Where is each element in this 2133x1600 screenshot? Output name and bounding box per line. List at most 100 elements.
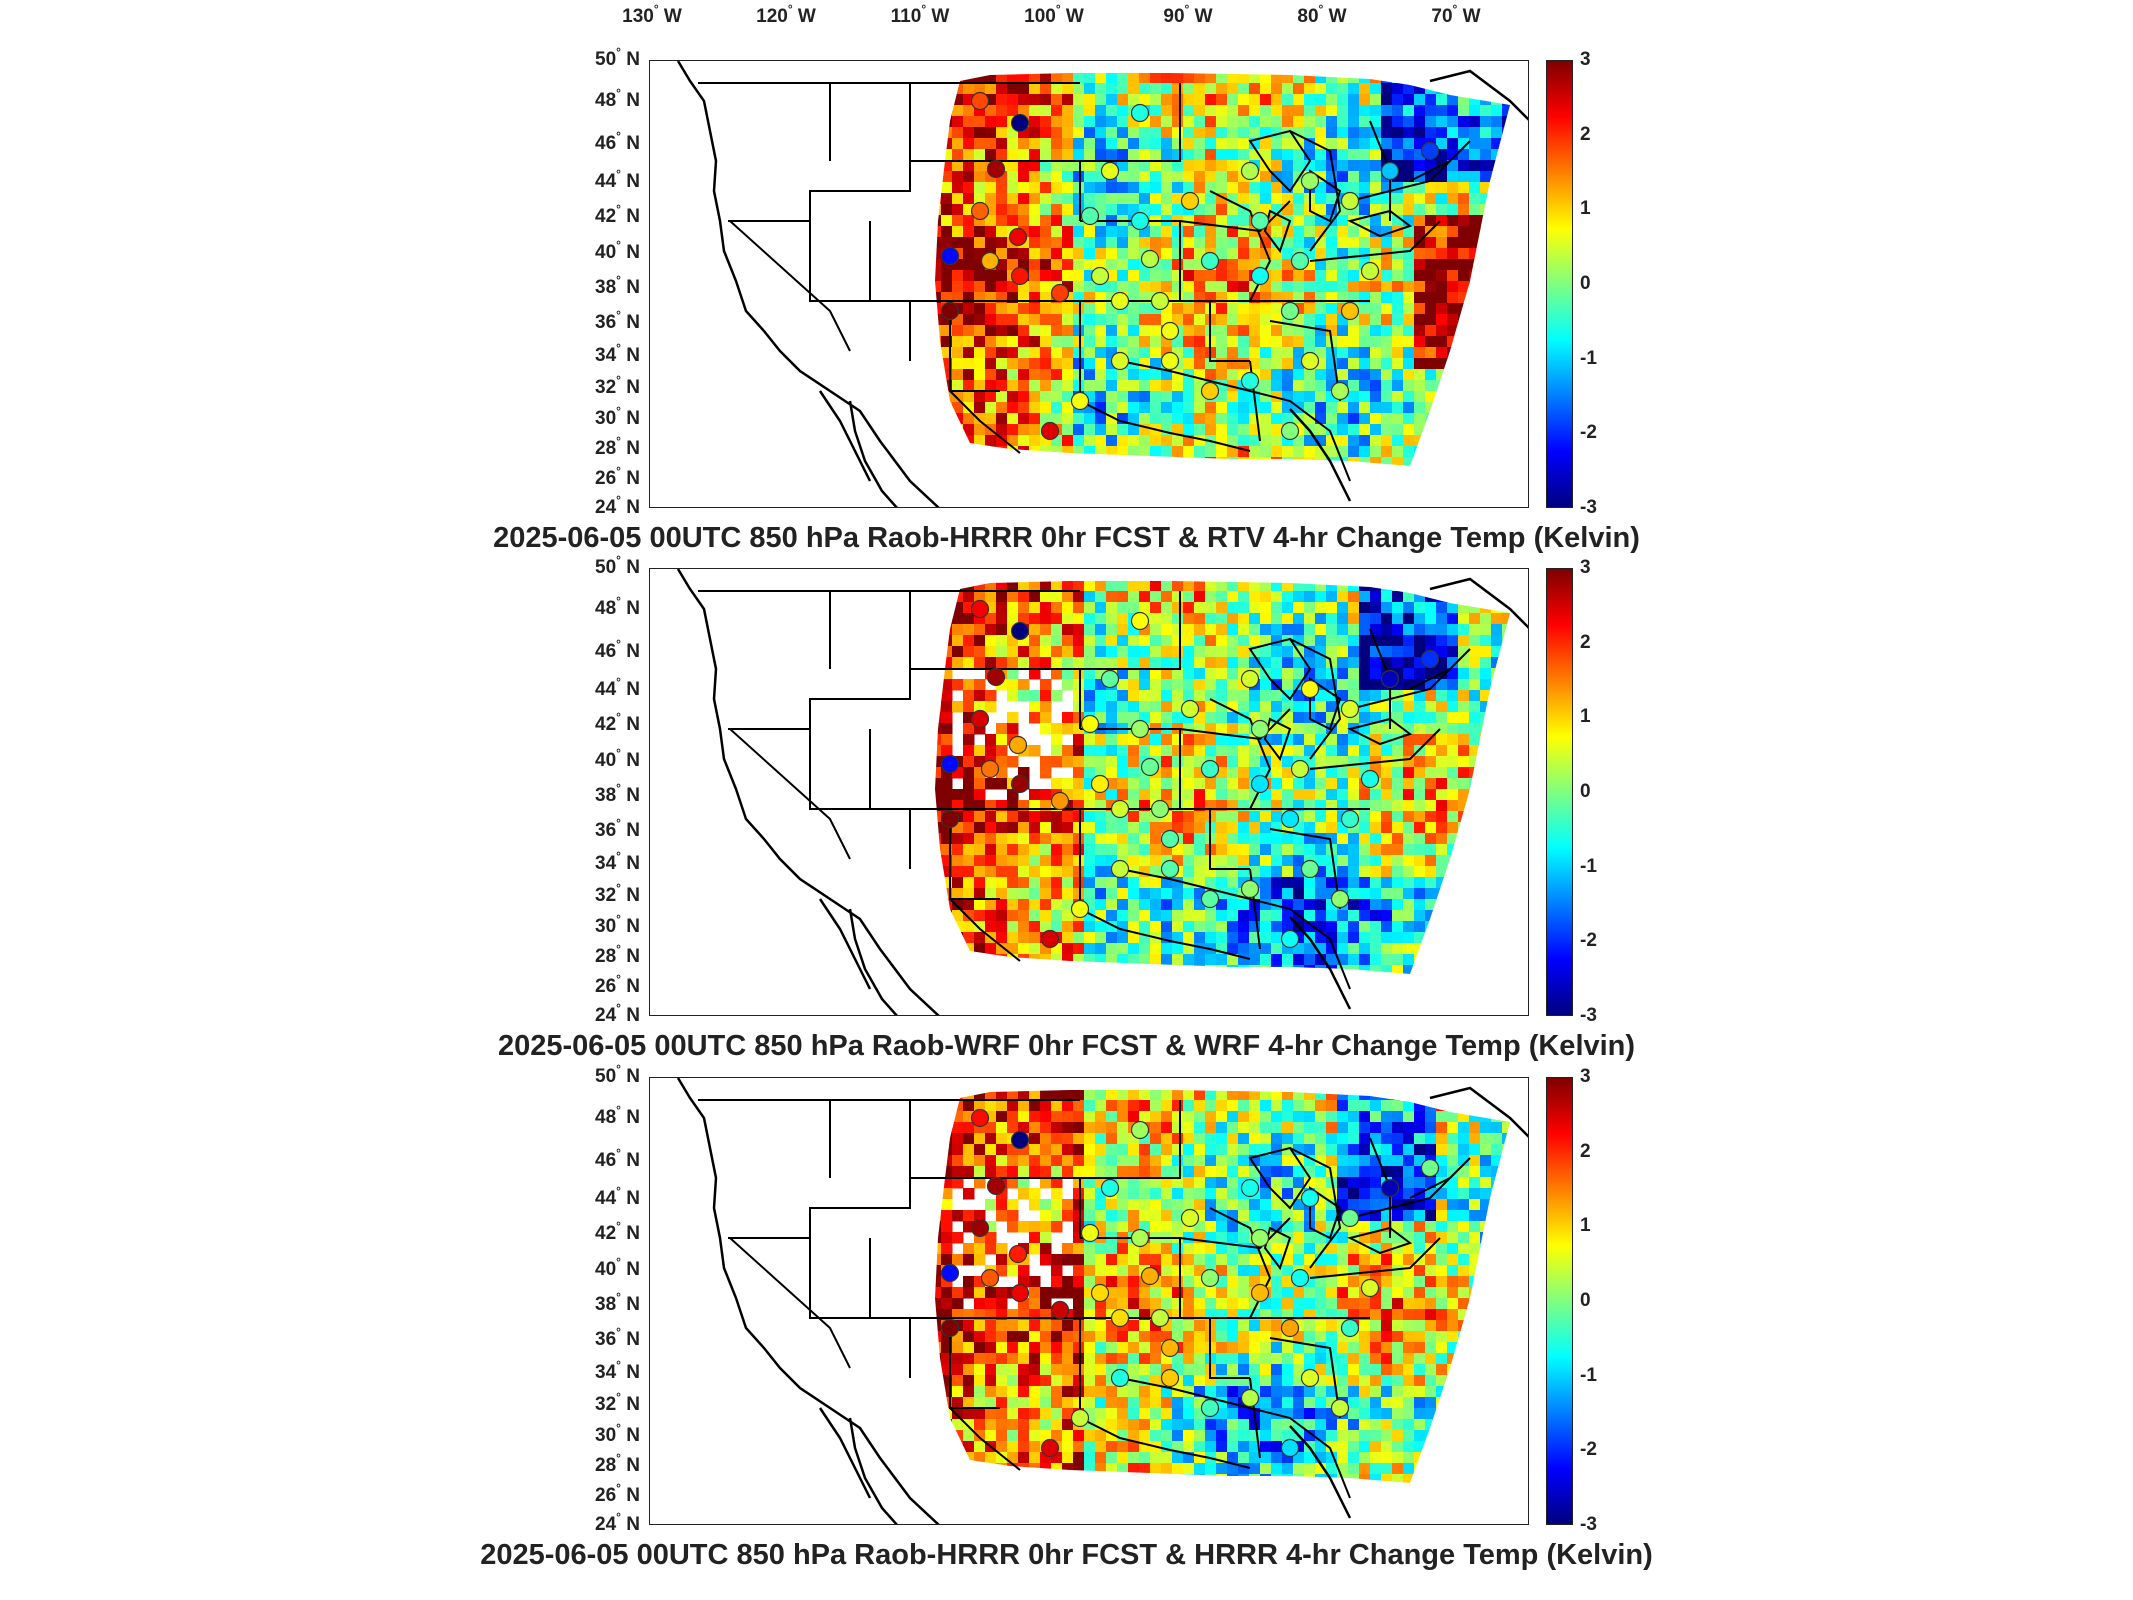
raob-station-marker[interactable] [1250, 719, 1270, 739]
raob-station-marker[interactable] [1280, 1318, 1300, 1338]
raob-station-marker[interactable] [1200, 1268, 1220, 1288]
raob-station-marker[interactable] [980, 759, 1000, 779]
raob-station-marker[interactable] [1090, 1283, 1110, 1303]
raob-station-marker[interactable] [1420, 649, 1440, 669]
raob-station-marker[interactable] [1010, 113, 1030, 133]
raob-station-marker[interactable] [1110, 291, 1130, 311]
raob-station-marker[interactable] [1240, 1388, 1260, 1408]
raob-station-marker[interactable] [940, 301, 960, 321]
raob-station-marker[interactable] [1140, 249, 1160, 269]
raob-station-marker[interactable] [1200, 889, 1220, 909]
raob-station-marker[interactable] [1100, 669, 1120, 689]
raob-station-marker[interactable] [1110, 1368, 1130, 1388]
raob-station-marker[interactable] [970, 201, 990, 221]
raob-station-marker[interactable] [1080, 714, 1100, 734]
raob-station-marker[interactable] [1340, 1208, 1360, 1228]
raob-station-marker[interactable] [940, 246, 960, 266]
raob-station-marker[interactable] [1040, 929, 1060, 949]
raob-station-marker[interactable] [1070, 1408, 1090, 1428]
raob-station-marker[interactable] [1080, 206, 1100, 226]
raob-station-marker[interactable] [970, 1108, 990, 1128]
raob-station-marker[interactable] [1330, 889, 1350, 909]
raob-station-marker[interactable] [1160, 351, 1180, 371]
raob-station-marker[interactable] [1200, 1398, 1220, 1418]
raob-station-marker[interactable] [1100, 161, 1120, 181]
raob-station-marker[interactable] [1110, 1308, 1130, 1328]
raob-station-marker[interactable] [1050, 791, 1070, 811]
raob-station-marker[interactable] [1150, 291, 1170, 311]
map-frame-2[interactable] [649, 568, 1529, 1016]
raob-station-marker[interactable] [1050, 1300, 1070, 1320]
raob-station-marker[interactable] [1300, 679, 1320, 699]
raob-station-marker[interactable] [1340, 301, 1360, 321]
raob-station-marker[interactable] [1200, 381, 1220, 401]
raob-station-marker[interactable] [980, 1268, 1000, 1288]
raob-station-marker[interactable] [1130, 103, 1150, 123]
raob-station-marker[interactable] [1090, 774, 1110, 794]
raob-station-marker[interactable] [986, 667, 1006, 687]
raob-station-marker[interactable] [980, 251, 1000, 271]
map-frame-3[interactable] [649, 1077, 1529, 1525]
raob-station-marker[interactable] [1380, 669, 1400, 689]
raob-station-marker[interactable] [1300, 859, 1320, 879]
raob-station-marker[interactable] [1150, 799, 1170, 819]
raob-station-marker[interactable] [1280, 809, 1300, 829]
raob-station-marker[interactable] [1100, 1178, 1120, 1198]
raob-station-marker[interactable] [1008, 1244, 1028, 1264]
raob-station-marker[interactable] [1280, 1438, 1300, 1458]
raob-station-marker[interactable] [1380, 161, 1400, 181]
raob-station-marker[interactable] [1180, 191, 1200, 211]
raob-station-marker[interactable] [1130, 611, 1150, 631]
raob-station-marker[interactable] [940, 1318, 960, 1338]
raob-station-marker[interactable] [1250, 774, 1270, 794]
raob-station-marker[interactable] [1420, 141, 1440, 161]
raob-station-marker[interactable] [1340, 1318, 1360, 1338]
raob-station-marker[interactable] [1240, 371, 1260, 391]
raob-station-marker[interactable] [1340, 191, 1360, 211]
raob-station-marker[interactable] [1240, 1178, 1260, 1198]
raob-station-marker[interactable] [1160, 859, 1180, 879]
raob-station-marker[interactable] [1250, 1228, 1270, 1248]
raob-station-marker[interactable] [1010, 621, 1030, 641]
raob-station-marker[interactable] [940, 754, 960, 774]
raob-station-marker[interactable] [1290, 1268, 1310, 1288]
raob-station-marker[interactable] [1360, 769, 1380, 789]
raob-station-marker[interactable] [940, 809, 960, 829]
raob-station-marker[interactable] [1420, 1158, 1440, 1178]
raob-station-marker[interactable] [1200, 759, 1220, 779]
raob-station-marker[interactable] [1280, 421, 1300, 441]
raob-station-marker[interactable] [1340, 699, 1360, 719]
raob-station-marker[interactable] [1280, 929, 1300, 949]
raob-station-marker[interactable] [1300, 1368, 1320, 1388]
raob-station-marker[interactable] [1010, 1283, 1030, 1303]
raob-station-marker[interactable] [1010, 1130, 1030, 1150]
raob-station-marker[interactable] [1300, 171, 1320, 191]
raob-station-marker[interactable] [1070, 391, 1090, 411]
raob-station-marker[interactable] [1240, 879, 1260, 899]
raob-station-marker[interactable] [1040, 1438, 1060, 1458]
raob-station-marker[interactable] [1360, 261, 1380, 281]
raob-station-marker[interactable] [1090, 266, 1110, 286]
raob-station-marker[interactable] [1340, 809, 1360, 829]
raob-station-marker[interactable] [1110, 351, 1130, 371]
raob-station-marker[interactable] [970, 1218, 990, 1238]
raob-station-marker[interactable] [1330, 1398, 1350, 1418]
raob-station-marker[interactable] [1240, 669, 1260, 689]
raob-station-marker[interactable] [1008, 735, 1028, 755]
raob-station-marker[interactable] [1330, 381, 1350, 401]
raob-station-marker[interactable] [1380, 1178, 1400, 1198]
map-frame-1[interactable] [649, 60, 1529, 508]
raob-station-marker[interactable] [1050, 283, 1070, 303]
raob-station-marker[interactable] [1140, 757, 1160, 777]
raob-station-marker[interactable] [1040, 421, 1060, 441]
raob-station-marker[interactable] [1300, 1188, 1320, 1208]
raob-station-marker[interactable] [1200, 251, 1220, 271]
raob-station-marker[interactable] [1290, 759, 1310, 779]
raob-station-marker[interactable] [1290, 251, 1310, 271]
raob-station-marker[interactable] [940, 1263, 960, 1283]
raob-station-marker[interactable] [1360, 1278, 1380, 1298]
raob-station-marker[interactable] [1010, 266, 1030, 286]
raob-station-marker[interactable] [1130, 1228, 1150, 1248]
raob-station-marker[interactable] [970, 709, 990, 729]
raob-station-marker[interactable] [1300, 351, 1320, 371]
